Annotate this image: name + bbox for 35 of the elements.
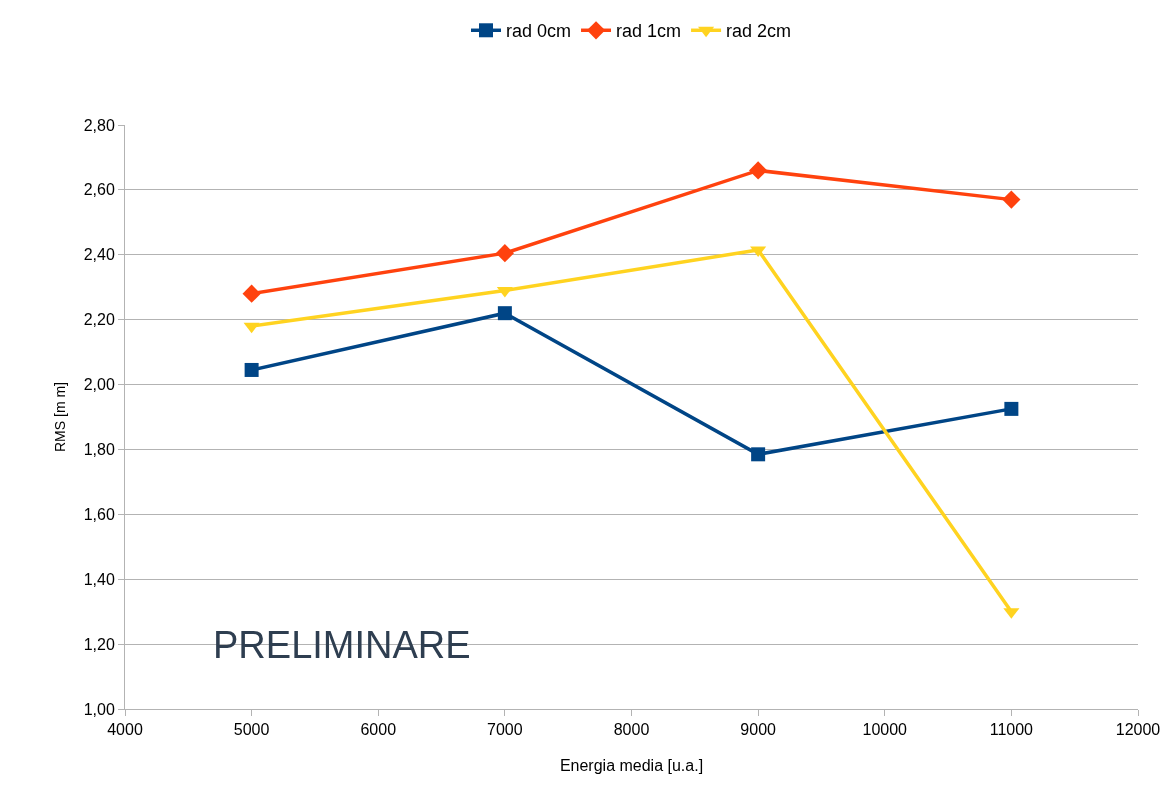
point	[495, 244, 514, 263]
point	[1004, 401, 1019, 416]
x-axis-title: Energia media [u.a.]	[559, 756, 704, 774]
x-tick-label: 10000	[862, 721, 908, 739]
x-tick-label: 8000	[613, 721, 650, 739]
y-tick-label: 2,60	[83, 181, 115, 199]
y-tick-label: 1,60	[83, 505, 115, 523]
y-tick-label: 1,00	[83, 700, 115, 718]
point	[751, 447, 766, 462]
x-tick-label: 9000	[740, 721, 777, 739]
x-tick-label: 11000	[989, 721, 1034, 739]
y-tick-label: 2,00	[83, 376, 115, 394]
y-tick-label: 1,20	[83, 635, 115, 653]
x-tick-label: 5000	[233, 721, 270, 739]
y-tick-label: 1,40	[83, 570, 115, 588]
y-axis-title: RMS [m m]	[52, 382, 69, 452]
point	[244, 362, 259, 377]
point	[1002, 190, 1021, 209]
point	[243, 322, 260, 334]
x-tick-label: 12000	[1115, 721, 1161, 739]
point	[242, 284, 261, 303]
point	[496, 286, 513, 298]
y-tick-label: 1,80	[83, 441, 115, 459]
legend-label: rad 1cm	[616, 21, 682, 42]
point	[749, 161, 768, 180]
y-tick-label: 2,20	[83, 311, 115, 329]
point	[497, 306, 512, 321]
x-tick-label: 4000	[107, 721, 143, 739]
x-tick-label: 7000	[487, 721, 523, 739]
x-tick-label: 6000	[360, 721, 397, 739]
y-tick-label: 2,80	[83, 116, 115, 134]
y-tick-label: 2,40	[83, 246, 115, 264]
annotation: PRELIMINARE	[213, 624, 471, 666]
legend-label: rad 2cm	[726, 21, 792, 42]
legend-label: rad 0cm	[506, 21, 572, 42]
